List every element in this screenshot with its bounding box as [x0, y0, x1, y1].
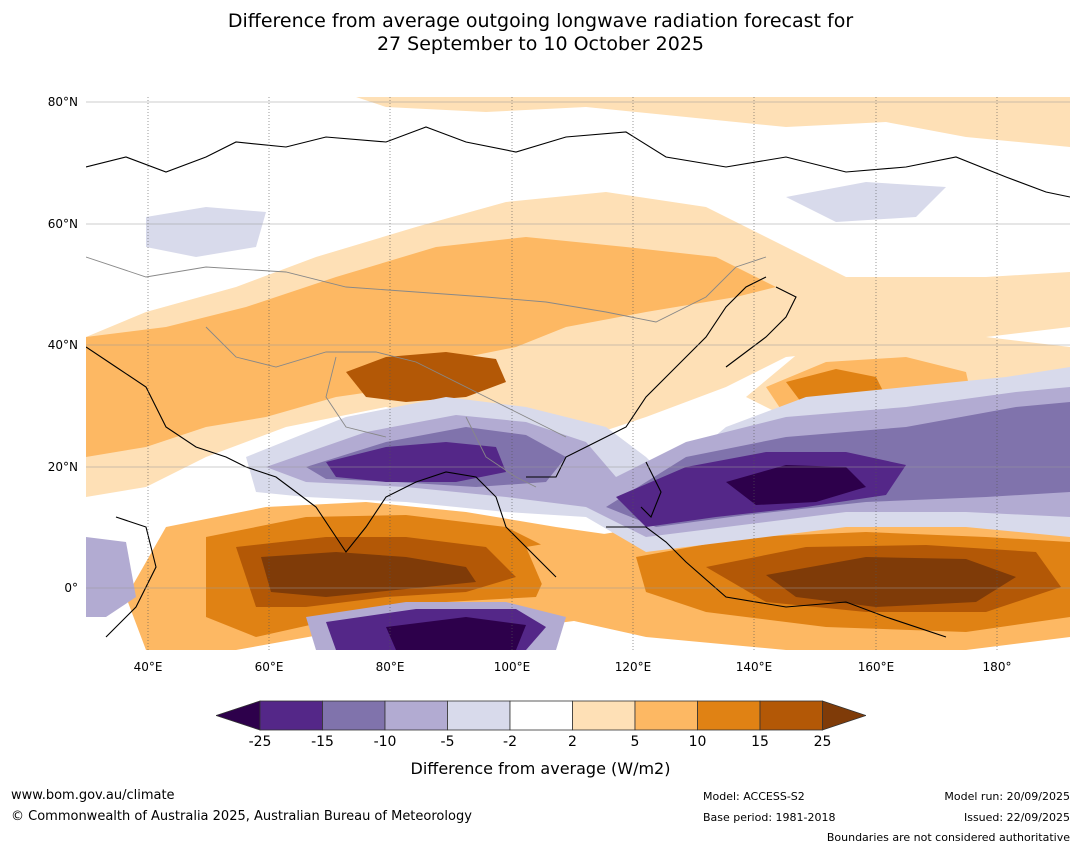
coastlines	[86, 126, 1070, 638]
footer-model: Model: ACCESS-S2	[703, 790, 805, 803]
colorbar-bin-2	[322, 700, 386, 731]
map-title: Difference from average outgoing longwav…	[0, 10, 1081, 56]
colorbar-bin-1	[259, 700, 323, 731]
colorbar-bin-5	[509, 700, 573, 731]
colorbar-bin-7	[634, 700, 698, 731]
colorbar-max-arrow	[822, 700, 866, 731]
footer-model-run: Model run: 20/09/2025	[944, 790, 1070, 803]
footer-copyright: © Commonwealth of Australia 2025, Austra…	[11, 809, 472, 824]
lon-label-100e: 100°E	[493, 660, 531, 674]
anomaly-region-darkbrown-pacific	[766, 557, 1016, 607]
colorbar-label: -25	[248, 734, 272, 750]
lon-label-140e: 140°E	[735, 660, 773, 674]
anomaly-region-light-orange-north	[356, 97, 1070, 147]
footer-base-period: Base period: 1981-2018	[703, 811, 836, 824]
lon-label-80e: 80°E	[375, 660, 405, 674]
colorbar-label: 2	[568, 734, 577, 750]
colorbar	[216, 700, 866, 731]
colorbar-label: -15	[311, 734, 334, 750]
anomaly-region-brown-tibet	[346, 352, 506, 402]
lat-label-40n: 40°N	[47, 338, 78, 352]
lon-label-120e: 120°E	[614, 660, 652, 674]
colorbar-bin-8	[697, 700, 761, 731]
colorbar-bin-6	[572, 700, 636, 731]
lat-label-80n: 80°N	[47, 95, 78, 109]
colorbar-title: Difference from average (W/m2)	[410, 759, 671, 778]
anomaly-region-purple-west	[86, 537, 136, 617]
anomaly-region-deeppurple-pacific	[726, 465, 866, 505]
colorbar-label: 5	[630, 734, 640, 750]
colorbar-label: 10	[688, 734, 707, 750]
anomaly-region-lightpurple-north	[146, 207, 266, 257]
olr-anomaly-map	[86, 97, 1070, 650]
map-title-line2: 27 September to 10 October 2025	[376, 33, 705, 55]
lon-label-40e: 40°E	[133, 660, 163, 674]
colorbar-label: -10	[373, 734, 397, 750]
colorbar-bin-4	[447, 700, 511, 731]
colorbar-label: 25	[813, 734, 832, 750]
lon-label-180: 180°	[982, 660, 1012, 674]
lat-label-20n: 20°N	[47, 460, 78, 474]
anomaly-region-orange-central	[86, 237, 776, 457]
colorbar-label: -5	[440, 734, 455, 750]
footer-issued: Issued: 22/09/2025	[963, 811, 1070, 824]
lat-label-60n: 60°N	[47, 217, 78, 231]
anomaly-region-darkbrown-indian-ocean	[261, 552, 476, 597]
colorbar-bin-9	[759, 700, 823, 731]
lon-label-60e: 60°E	[254, 660, 284, 674]
colorbar-label: -2	[503, 734, 517, 750]
anomaly-region-deeppurple-south	[386, 617, 526, 650]
anomaly-region-lightpurple-siberia	[786, 182, 946, 222]
colorbar-min-arrow	[216, 700, 261, 731]
map-canvas	[86, 97, 1070, 650]
graticule	[147, 97, 998, 650]
colorbar-label: 15	[751, 734, 769, 750]
map-title-line1: Difference from average outgoing longwav…	[227, 10, 854, 32]
anomaly-region-darkpurple-india	[326, 442, 506, 482]
colorbar-bin-3	[384, 700, 448, 731]
lat-label-0: 0°	[64, 581, 78, 595]
lon-label-160e: 160°E	[857, 660, 895, 674]
footer-disclaimer: Boundaries are not considered authoritat…	[826, 831, 1070, 844]
graticule-lat	[86, 101, 1070, 589]
anomaly-region-light-orange-central	[86, 192, 1070, 497]
footer-url[interactable]: www.bom.gov.au/climate	[11, 788, 175, 803]
